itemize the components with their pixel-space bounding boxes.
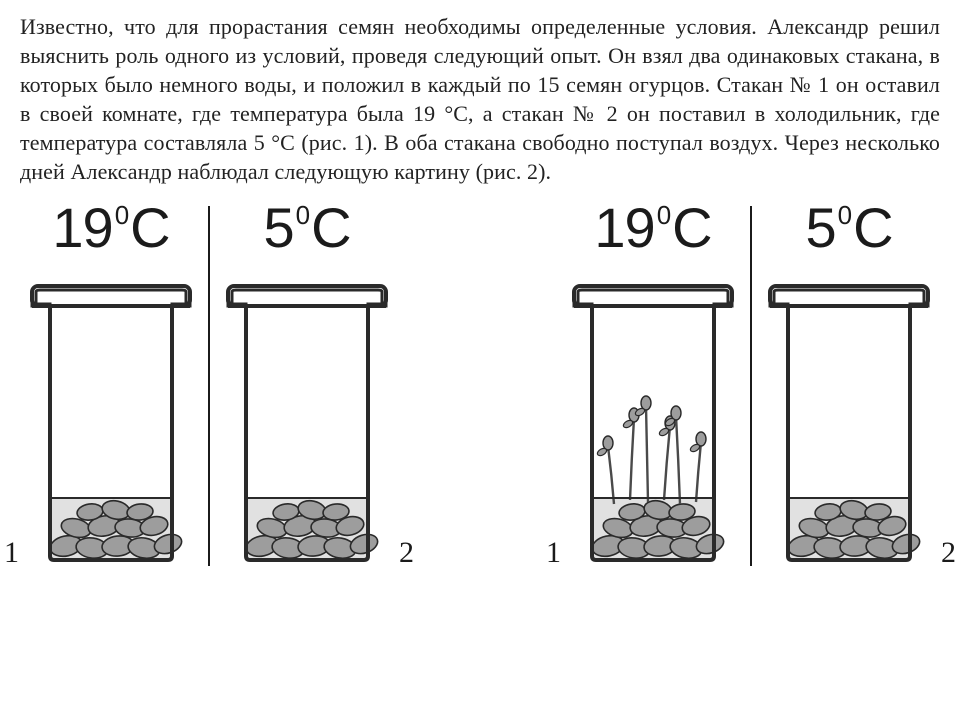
divider — [750, 206, 752, 566]
degree-symbol: 0 — [657, 202, 670, 228]
temp-unit: C — [130, 200, 169, 256]
degree-symbol: 0 — [838, 202, 851, 228]
temp-value: 19 — [52, 200, 112, 256]
glass-icon — [568, 266, 738, 566]
cup-before-1: 19 0 C 1 — [26, 200, 196, 566]
cup-number: 2 — [399, 536, 414, 570]
glass-icon — [764, 266, 934, 566]
cup-number: 1 — [546, 536, 561, 570]
glass-wrap: 2 — [222, 266, 392, 566]
figure-pair-after: 19 0 C 1 — [568, 200, 934, 566]
temp-value: 5 — [263, 200, 293, 256]
glass-icon — [222, 266, 392, 566]
temp-unit: C — [672, 200, 711, 256]
cup-after-1: 19 0 C 1 — [568, 200, 738, 566]
cup-number: 2 — [941, 536, 956, 570]
glass-wrap: 1 — [26, 266, 196, 566]
temp-label: 19 0 C — [52, 200, 169, 256]
problem-paragraph: Известно, что для прорастания семян необ… — [20, 12, 940, 186]
cup-before-2: 5 0 C 2 — [222, 200, 392, 566]
divider — [208, 206, 210, 566]
degree-symbol: 0 — [115, 202, 128, 228]
temp-unit: C — [311, 200, 350, 256]
glass-wrap: 1 — [568, 266, 738, 566]
temp-label: 5 0 C — [263, 200, 350, 256]
figure-pair-before: 19 0 C 1 5 0 C 2 — [26, 200, 392, 566]
glass-wrap: 2 — [764, 266, 934, 566]
cup-number: 1 — [4, 536, 19, 570]
degree-symbol: 0 — [296, 202, 309, 228]
temp-label: 19 0 C — [594, 200, 711, 256]
glass-icon — [26, 266, 196, 566]
cup-after-2: 5 0 C 2 — [764, 200, 934, 566]
temp-value: 19 — [594, 200, 654, 256]
figure-row: 19 0 C 1 5 0 C 2 — [20, 200, 940, 566]
temp-unit: C — [853, 200, 892, 256]
temp-value: 5 — [805, 200, 835, 256]
temp-label: 5 0 C — [805, 200, 892, 256]
